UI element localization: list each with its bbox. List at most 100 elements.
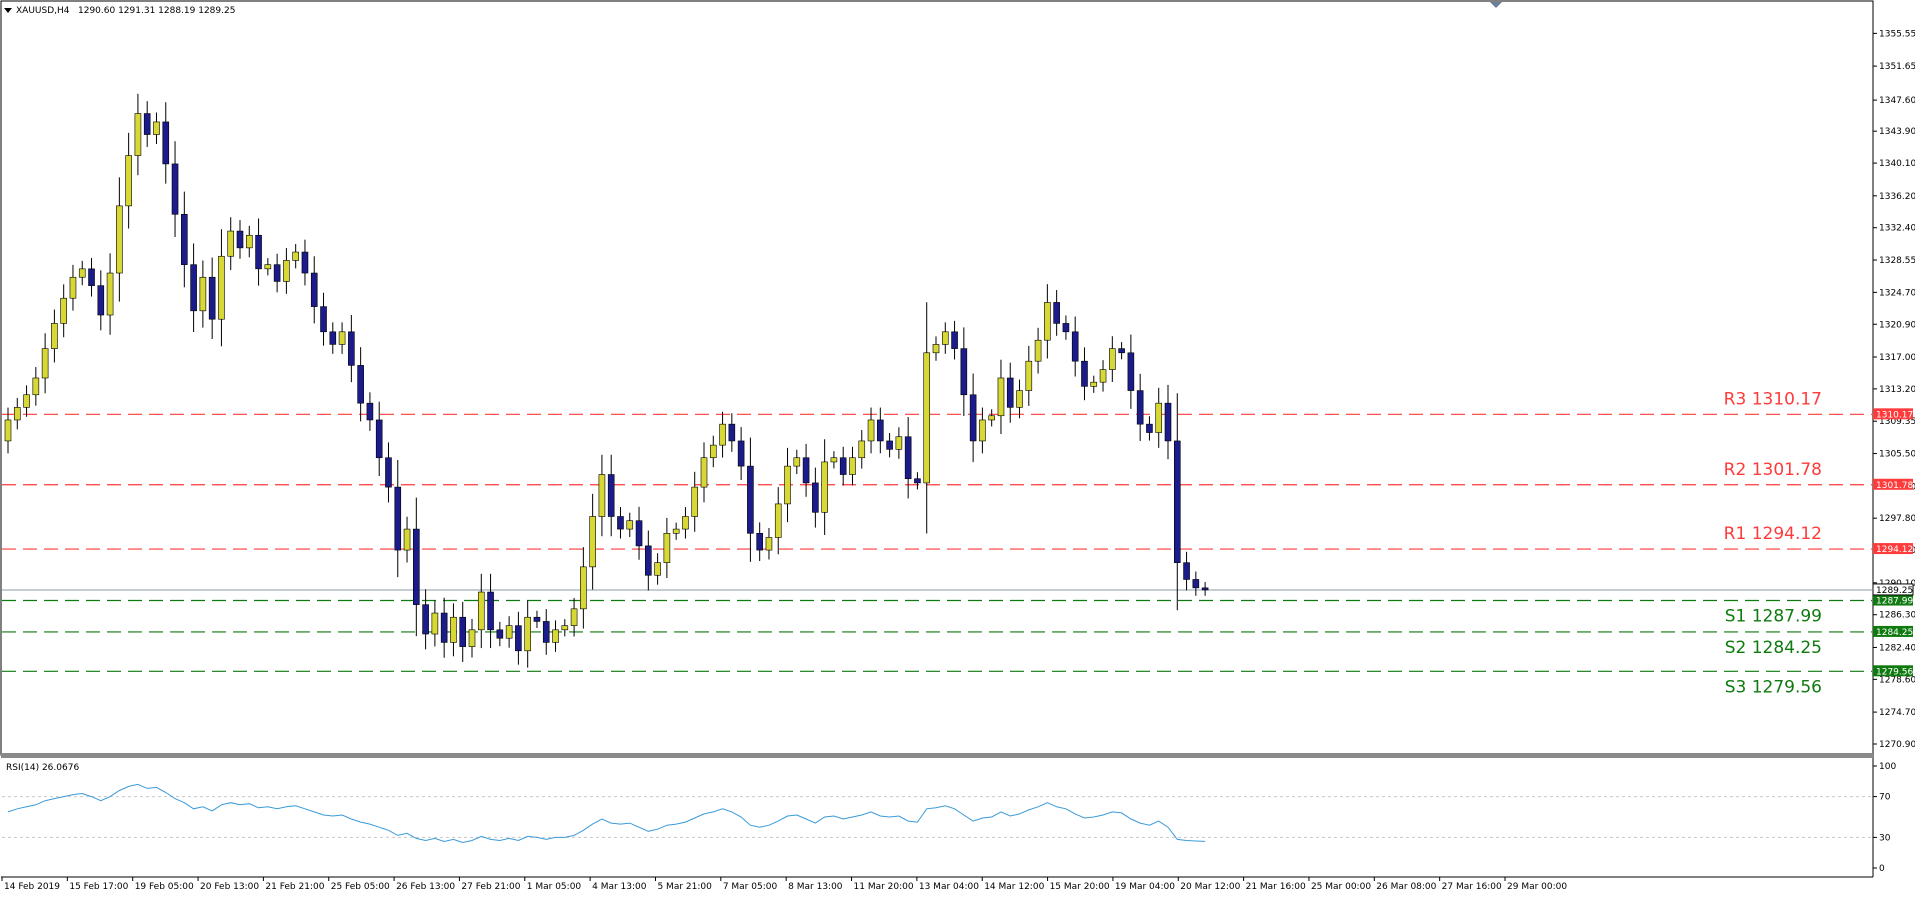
candle-bear <box>1062 323 1070 333</box>
time-tick-label: 27 Feb 21:00 <box>461 882 520 892</box>
price-tick-label: 1309.35 <box>1879 417 1915 427</box>
candle-bear <box>1146 423 1153 433</box>
candle-bear <box>459 616 467 647</box>
candle-bull <box>13 407 21 421</box>
candle-bull <box>4 419 12 442</box>
candle-bear <box>737 440 745 467</box>
candle-bear <box>301 251 309 274</box>
candle-bear <box>208 276 216 320</box>
support-label: S3 1279.56 <box>1725 677 1822 697</box>
candle-bull <box>765 537 773 551</box>
candle-bear <box>190 264 197 312</box>
candle-bear <box>1006 377 1014 408</box>
resistance-price-tag-text: 1310.17 <box>1876 410 1913 420</box>
candle-bull <box>450 616 457 643</box>
candle-bull <box>134 113 142 156</box>
price-tick-label: 1297.80 <box>1879 514 1915 524</box>
support-price-tag-text: 1287.99 <box>1876 597 1913 607</box>
candle-bull <box>1090 381 1098 387</box>
candle-bull <box>941 331 949 345</box>
level-lines <box>2 413 1872 672</box>
time-tick-label: 14 Mar 12:00 <box>984 882 1044 892</box>
price-tick-label: 1274.70 <box>1879 708 1915 718</box>
time-tick-label: 8 Mar 13:00 <box>788 882 843 892</box>
candle-bear <box>839 457 847 475</box>
candle-bear <box>635 520 643 547</box>
time-tick-label: 5 Mar 21:00 <box>657 882 712 892</box>
time-axis: 14 Feb 2019 15 Feb 17:00 19 Feb 05:00 20 Fe… <box>1 877 1567 892</box>
candle-bear <box>366 402 374 421</box>
price-tick-label: 1317.00 <box>1879 353 1915 363</box>
candle-bear <box>413 528 420 605</box>
candle-bull <box>60 297 67 324</box>
price-tick-label: 1313.20 <box>1879 385 1915 395</box>
candle-bull <box>700 457 708 488</box>
candle-bull <box>626 520 634 530</box>
candle-bear <box>645 545 652 576</box>
candle-bull <box>979 419 986 442</box>
candle-bull <box>283 260 290 282</box>
candle-bear <box>1136 390 1144 425</box>
candle-bear <box>329 331 337 345</box>
price-tick-label: 1278.60 <box>1879 675 1915 685</box>
candle-bull <box>78 268 86 278</box>
time-tick-label: 19 Mar 04:00 <box>1115 882 1175 892</box>
time-tick-label: 14 Feb 2019 <box>4 882 60 892</box>
candle-bear <box>440 612 448 643</box>
symbol-label: XAUUSD,H4 <box>16 6 70 16</box>
price-tick-label: 1324.70 <box>1879 288 1915 298</box>
time-tick-label: 19 Feb 05:00 <box>135 882 194 892</box>
pane-separator[interactable] <box>1 753 1873 758</box>
scroll-marker-icon[interactable] <box>1490 2 1502 8</box>
symbol-menu-icon[interactable] <box>4 8 12 13</box>
candle-bear <box>904 436 912 480</box>
candle-bear <box>914 478 921 484</box>
time-tick-label: 26 Feb 13:00 <box>396 882 455 892</box>
candle-bull <box>292 251 299 261</box>
candle-bull <box>227 230 235 257</box>
resistance-price-tag-text: 1294.12 <box>1876 545 1913 555</box>
candle-bull <box>218 255 225 320</box>
price-tick-label: 1332.40 <box>1879 224 1915 234</box>
candle-bull <box>561 625 569 631</box>
candle-bear <box>1183 562 1190 580</box>
rsi-tick-label: 0 <box>1879 864 1885 874</box>
candle-bull <box>932 344 940 354</box>
candle-bear <box>802 457 810 484</box>
price-tick-label: 1347.60 <box>1879 96 1915 106</box>
candle-bear <box>273 264 281 282</box>
candle-bear <box>1192 579 1200 589</box>
candle-bull <box>1016 390 1023 408</box>
candle-bull <box>895 436 903 450</box>
rsi-pane: 100 70 30 0 <box>2 762 1896 874</box>
candle-bear <box>969 394 977 442</box>
time-tick-label: 1 Mar 05:00 <box>527 882 582 892</box>
candle-bear <box>1053 302 1060 324</box>
candle-bear <box>607 474 615 517</box>
candle-bull <box>41 348 49 379</box>
current-price-tag <box>1872 583 1914 596</box>
candle-bear <box>886 440 893 450</box>
resistance-price-tag <box>1873 478 1913 490</box>
support-price-tag-text: 1284.25 <box>1876 628 1913 638</box>
price-tick-label: 1343.90 <box>1879 127 1915 137</box>
candle-bear <box>951 331 958 349</box>
resistance-label: R1 1294.12 <box>1724 524 1822 544</box>
level-labels: R3 1310.17 R2 1301.78 R1 1294.12 S1 1287.99… <box>1724 389 1822 697</box>
time-tick-label: 21 Feb 21:00 <box>265 882 324 892</box>
price-tick-label: 1355.55 <box>1879 29 1915 39</box>
price-tick-label: 1340.10 <box>1879 159 1915 169</box>
candle-bear <box>1173 440 1181 563</box>
price-tick-label: 1282.40 <box>1879 643 1915 653</box>
resistance-price-tag <box>1873 408 1913 420</box>
candle-bear <box>357 365 364 404</box>
candle-bull <box>774 503 782 538</box>
candle-bear <box>728 423 736 442</box>
time-tick-label: 26 Mar 08:00 <box>1376 882 1436 892</box>
candle-bull <box>923 352 931 484</box>
candle-bull <box>199 276 207 312</box>
resistance-price-tag-text: 1301.78 <box>1876 481 1913 491</box>
time-tick-label: 20 Feb 13:00 <box>200 882 259 892</box>
resistance-label: R3 1310.17 <box>1724 389 1822 409</box>
